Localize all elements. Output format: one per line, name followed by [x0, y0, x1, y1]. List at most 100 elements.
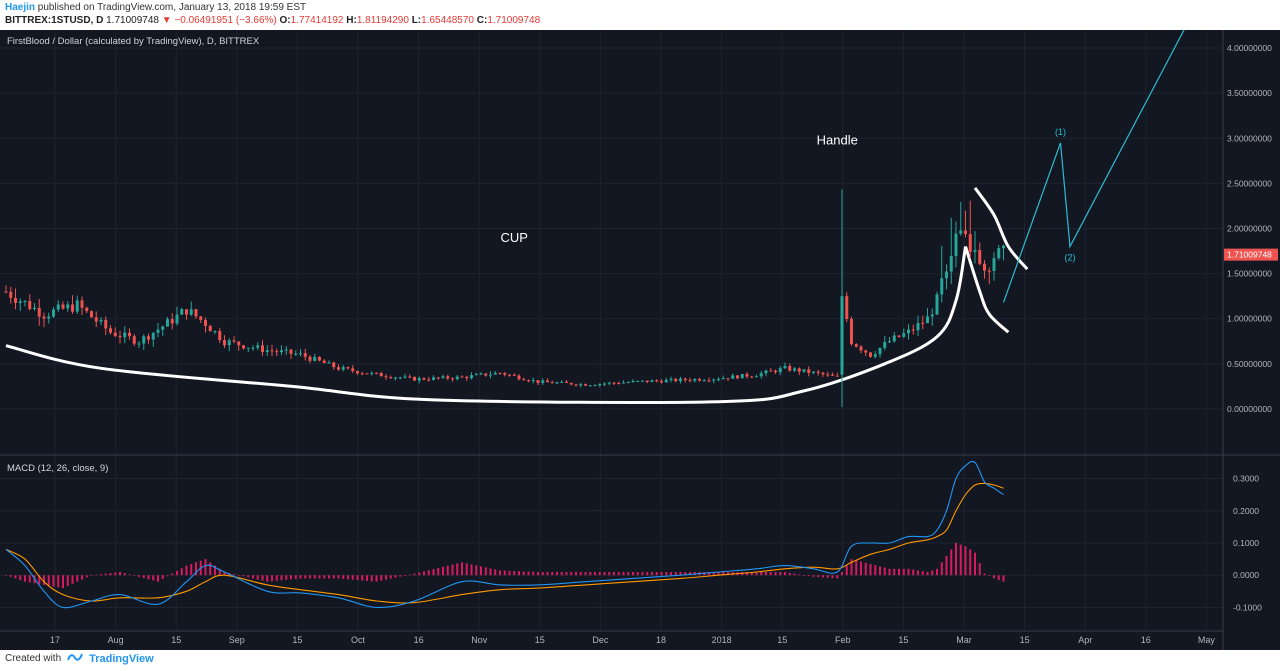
signal-line — [5, 482, 1004, 604]
projection-line — [1002, 30, 1185, 303]
macd-histogram-bar — [522, 571, 525, 576]
candle-body — [541, 380, 545, 383]
price-axis[interactable]: 0.00000000 0.50000000 1.00000000 1.50000000… — [1227, 43, 1272, 414]
candle-body — [712, 379, 716, 381]
macd-histogram-bar — [803, 575, 805, 576]
price-tick-label: 2.50000000 — [1227, 178, 1272, 188]
macd-histogram-bar — [484, 567, 487, 576]
macd-histogram-bar — [375, 575, 378, 582]
candle-body — [446, 376, 450, 379]
candle-body — [930, 314, 934, 317]
macd-histogram-bar — [385, 575, 387, 580]
macd-histogram-bar — [465, 563, 468, 576]
candle-body — [835, 375, 839, 377]
candle-body — [826, 374, 830, 376]
candle-body — [493, 372, 497, 375]
candle-body — [232, 340, 236, 342]
candle-body — [897, 335, 901, 337]
candle-body — [911, 329, 915, 331]
candle-body — [550, 382, 554, 384]
pattern-label: CUP — [501, 230, 528, 245]
macd-histogram-bar — [9, 575, 12, 577]
macd-histogram-bar — [798, 574, 801, 576]
macd-histogram-bar — [617, 572, 620, 576]
grid — [0, 30, 1222, 630]
macd-line — [5, 460, 1004, 609]
created-with-text: Created with — [5, 653, 62, 664]
macd-histogram-bar — [864, 562, 867, 576]
macd-histogram-bar — [537, 572, 539, 576]
macd-histogram-bar — [427, 570, 430, 576]
macd-histogram-bar — [404, 575, 406, 576]
macd-histogram-bar — [902, 568, 905, 576]
candle-body — [189, 309, 193, 315]
candle-body — [783, 366, 787, 369]
time-tick-label: Oct — [351, 635, 366, 645]
candle-body — [33, 307, 36, 309]
candle-body — [745, 373, 749, 377]
candle-body — [859, 346, 863, 351]
candle-body — [603, 383, 606, 385]
candle-body — [726, 378, 730, 380]
published-text: published on TradingView.com, January 13… — [37, 2, 307, 13]
open-label: O: — [279, 15, 291, 26]
macd-axis[interactable]: 0.3000 0.2000 0.1000 0.0000 -0.1000 — [1233, 474, 1262, 613]
candle-body — [71, 304, 74, 312]
candle-body — [926, 316, 929, 324]
macd-histogram-bar — [157, 575, 159, 582]
macd-histogram-bar — [128, 574, 131, 576]
candle-body — [303, 353, 307, 357]
author-link[interactable]: Haejin — [5, 2, 36, 13]
candle-body — [921, 322, 925, 324]
candle-body — [356, 371, 359, 374]
candle-body — [132, 336, 136, 344]
tradingview-logo-icon[interactable] — [67, 652, 84, 665]
macd-histogram-bar — [822, 575, 824, 578]
candle-body — [740, 373, 744, 379]
candle-body — [503, 372, 507, 375]
candle-body — [28, 300, 32, 309]
tradingview-brand[interactable]: TradingView — [89, 652, 154, 665]
macd-histogram-bar — [508, 570, 511, 576]
macd-histogram-bar — [917, 570, 919, 576]
candle-body — [560, 381, 564, 383]
time-tick-label: 15 — [171, 635, 181, 645]
candle-body — [527, 380, 530, 382]
macd-histogram-bar — [318, 575, 321, 579]
chart-area[interactable]: 0.00000000 0.50000000 1.00000000 1.50000000… — [0, 30, 1280, 650]
macd-histogram-bar — [81, 575, 83, 580]
candle-body — [883, 341, 887, 348]
candle-body — [674, 378, 678, 382]
candle-body — [265, 350, 269, 352]
macd-histogram-bar — [166, 575, 169, 577]
macd-histogram-bar — [518, 571, 520, 576]
candle-body — [94, 317, 98, 322]
candle-body — [422, 378, 426, 380]
macd-histogram-bar — [494, 569, 497, 576]
macd-histogram-bar — [408, 574, 411, 576]
candle-body — [959, 230, 963, 234]
candle-body — [237, 341, 241, 346]
candle-body — [56, 304, 60, 310]
macd-histogram-bar — [242, 575, 245, 577]
macd-histogram-bar — [28, 575, 31, 583]
candle-body — [332, 362, 336, 368]
candle-body — [655, 380, 659, 382]
candle-body — [341, 367, 345, 370]
candle-body — [23, 300, 27, 302]
macd-histogram-bar — [950, 549, 953, 576]
candle-body — [683, 378, 687, 381]
time-tick-label: May — [1198, 635, 1216, 645]
high-value: 1.81194290 — [356, 15, 409, 26]
candle-body — [4, 291, 8, 293]
candle-body — [261, 345, 264, 352]
candle-body — [318, 356, 321, 361]
candle-body — [66, 304, 70, 309]
candle-body — [113, 332, 117, 337]
macd-histogram-bar — [817, 575, 820, 578]
candle-body — [584, 384, 587, 386]
time-axis[interactable]: 17 Aug 15 Sep 15 Oct 16 Nov 15 Dec 18 2018 15 Feb 15 Ma… — [50, 635, 1215, 645]
macd-histogram-bar — [893, 568, 896, 576]
macd-histogram-bar — [959, 544, 962, 576]
candle-body — [451, 378, 454, 380]
